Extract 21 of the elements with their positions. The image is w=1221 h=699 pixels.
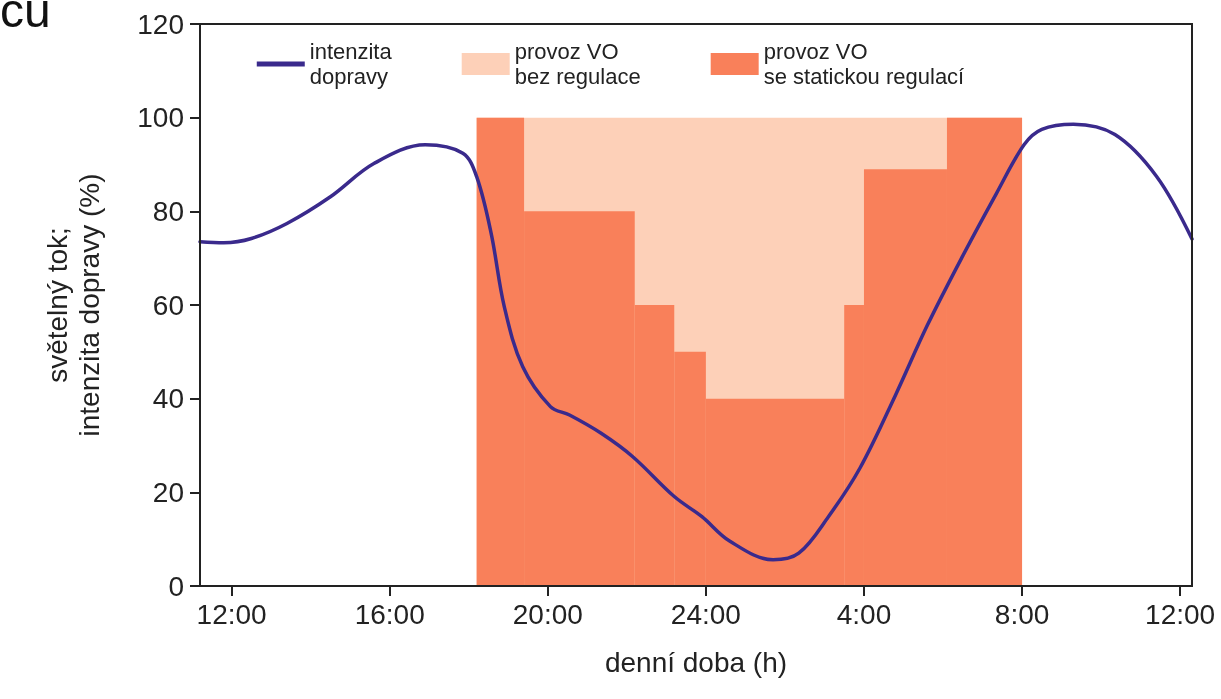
y-tick-label: 100 [137, 102, 184, 134]
line-series [198, 122, 1194, 562]
x-tick-label: 24:00 [670, 598, 741, 630]
y-tick-label: 40 [152, 383, 184, 415]
x-tick-label: 20:00 [512, 598, 583, 630]
x-tick-label: 12:00 [196, 598, 267, 630]
x-tick-label: 8:00 [994, 598, 1050, 630]
x-tick-label: 16:00 [354, 598, 425, 630]
text: cu [0, 0, 51, 37]
y-tick-label: 120 [137, 8, 184, 40]
y-tick-label: 20 [152, 476, 184, 508]
legend-label: provoz VO bez regulace [514, 39, 641, 89]
x-tick-label: 4:00 [836, 598, 892, 630]
y-tick-label: 0 [168, 570, 184, 602]
y-tick-label: 60 [152, 289, 184, 321]
x-tick-label: 12:00 [1145, 598, 1216, 630]
y-axis-title: světelný tok; intenzita dopravy (%) [41, 173, 105, 437]
x-axis-title: denní doba (h) [604, 646, 788, 678]
legend-label: intenzita dopravy [309, 39, 393, 89]
legend-label: provoz VO se statickou regulací [763, 39, 965, 89]
y-tick-label: 80 [152, 195, 184, 227]
